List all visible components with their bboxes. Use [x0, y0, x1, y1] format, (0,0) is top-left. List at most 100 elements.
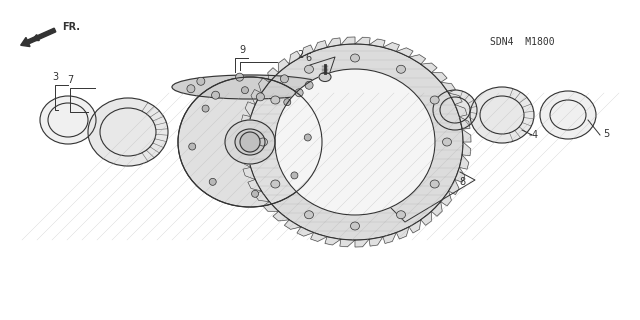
- Ellipse shape: [305, 211, 314, 219]
- Polygon shape: [239, 142, 248, 155]
- Ellipse shape: [178, 77, 322, 207]
- Text: SDN4  M1800: SDN4 M1800: [490, 37, 555, 47]
- Polygon shape: [341, 37, 355, 45]
- Circle shape: [212, 91, 220, 99]
- Polygon shape: [297, 227, 314, 236]
- Circle shape: [209, 178, 216, 185]
- Polygon shape: [449, 93, 462, 105]
- Circle shape: [241, 87, 248, 94]
- Polygon shape: [259, 78, 269, 93]
- Ellipse shape: [305, 65, 314, 73]
- Polygon shape: [355, 37, 370, 45]
- Ellipse shape: [433, 90, 477, 130]
- Ellipse shape: [259, 138, 268, 146]
- Ellipse shape: [271, 180, 280, 188]
- Polygon shape: [383, 233, 396, 244]
- Circle shape: [280, 75, 289, 83]
- Circle shape: [197, 77, 205, 85]
- Text: 8: 8: [459, 177, 465, 187]
- Polygon shape: [355, 239, 369, 247]
- Text: FR.: FR.: [62, 22, 80, 32]
- Polygon shape: [273, 211, 289, 221]
- Circle shape: [257, 93, 264, 101]
- Polygon shape: [420, 211, 431, 225]
- Polygon shape: [245, 102, 255, 116]
- Polygon shape: [396, 227, 409, 239]
- Polygon shape: [420, 63, 437, 73]
- Polygon shape: [409, 55, 426, 64]
- Text: 7: 7: [67, 75, 73, 85]
- Polygon shape: [449, 180, 459, 195]
- Polygon shape: [239, 128, 248, 142]
- Ellipse shape: [319, 73, 331, 82]
- Ellipse shape: [470, 87, 534, 143]
- Polygon shape: [289, 51, 301, 64]
- Circle shape: [240, 132, 260, 152]
- Circle shape: [252, 190, 259, 197]
- Polygon shape: [455, 105, 467, 116]
- Circle shape: [284, 99, 291, 106]
- Circle shape: [189, 143, 196, 150]
- Polygon shape: [460, 155, 468, 169]
- Ellipse shape: [172, 75, 328, 99]
- Polygon shape: [431, 73, 447, 82]
- Polygon shape: [243, 167, 255, 180]
- Polygon shape: [241, 115, 251, 129]
- Polygon shape: [278, 59, 289, 73]
- Ellipse shape: [430, 180, 439, 188]
- Ellipse shape: [40, 96, 96, 144]
- Polygon shape: [462, 129, 471, 142]
- Text: 2: 2: [297, 50, 303, 60]
- Text: 5: 5: [603, 129, 609, 139]
- Circle shape: [304, 134, 311, 141]
- Polygon shape: [255, 191, 269, 202]
- Ellipse shape: [271, 96, 280, 104]
- Ellipse shape: [540, 91, 596, 139]
- Text: 6: 6: [305, 53, 311, 63]
- Circle shape: [202, 105, 209, 112]
- Ellipse shape: [397, 65, 406, 73]
- Polygon shape: [325, 237, 341, 245]
- Circle shape: [187, 85, 195, 93]
- Ellipse shape: [442, 138, 451, 146]
- Polygon shape: [301, 45, 314, 57]
- Circle shape: [236, 73, 244, 81]
- Ellipse shape: [275, 69, 435, 215]
- Polygon shape: [284, 220, 301, 229]
- Polygon shape: [240, 155, 251, 167]
- Ellipse shape: [397, 211, 406, 219]
- Polygon shape: [441, 82, 456, 93]
- Polygon shape: [441, 191, 451, 206]
- Ellipse shape: [88, 98, 168, 166]
- Text: 9: 9: [239, 45, 245, 55]
- Ellipse shape: [235, 129, 265, 155]
- Polygon shape: [369, 39, 385, 47]
- Polygon shape: [396, 48, 413, 57]
- Polygon shape: [455, 167, 465, 182]
- Polygon shape: [327, 38, 341, 47]
- Ellipse shape: [247, 44, 463, 240]
- Polygon shape: [369, 237, 383, 246]
- Polygon shape: [263, 202, 278, 211]
- Text: 3: 3: [52, 72, 58, 82]
- Polygon shape: [340, 239, 355, 247]
- Text: 4: 4: [532, 130, 538, 140]
- Polygon shape: [268, 68, 278, 82]
- Polygon shape: [431, 202, 442, 216]
- Circle shape: [295, 89, 303, 97]
- Polygon shape: [462, 142, 471, 156]
- Circle shape: [291, 172, 298, 179]
- Polygon shape: [460, 116, 470, 129]
- Polygon shape: [248, 180, 262, 191]
- Polygon shape: [383, 43, 399, 52]
- Ellipse shape: [225, 120, 275, 164]
- FancyArrow shape: [20, 28, 56, 47]
- Polygon shape: [314, 41, 327, 52]
- Circle shape: [305, 81, 313, 89]
- Ellipse shape: [351, 54, 360, 62]
- Polygon shape: [251, 90, 262, 105]
- Polygon shape: [310, 233, 327, 241]
- Ellipse shape: [351, 222, 360, 230]
- Polygon shape: [409, 220, 420, 233]
- Ellipse shape: [430, 96, 439, 104]
